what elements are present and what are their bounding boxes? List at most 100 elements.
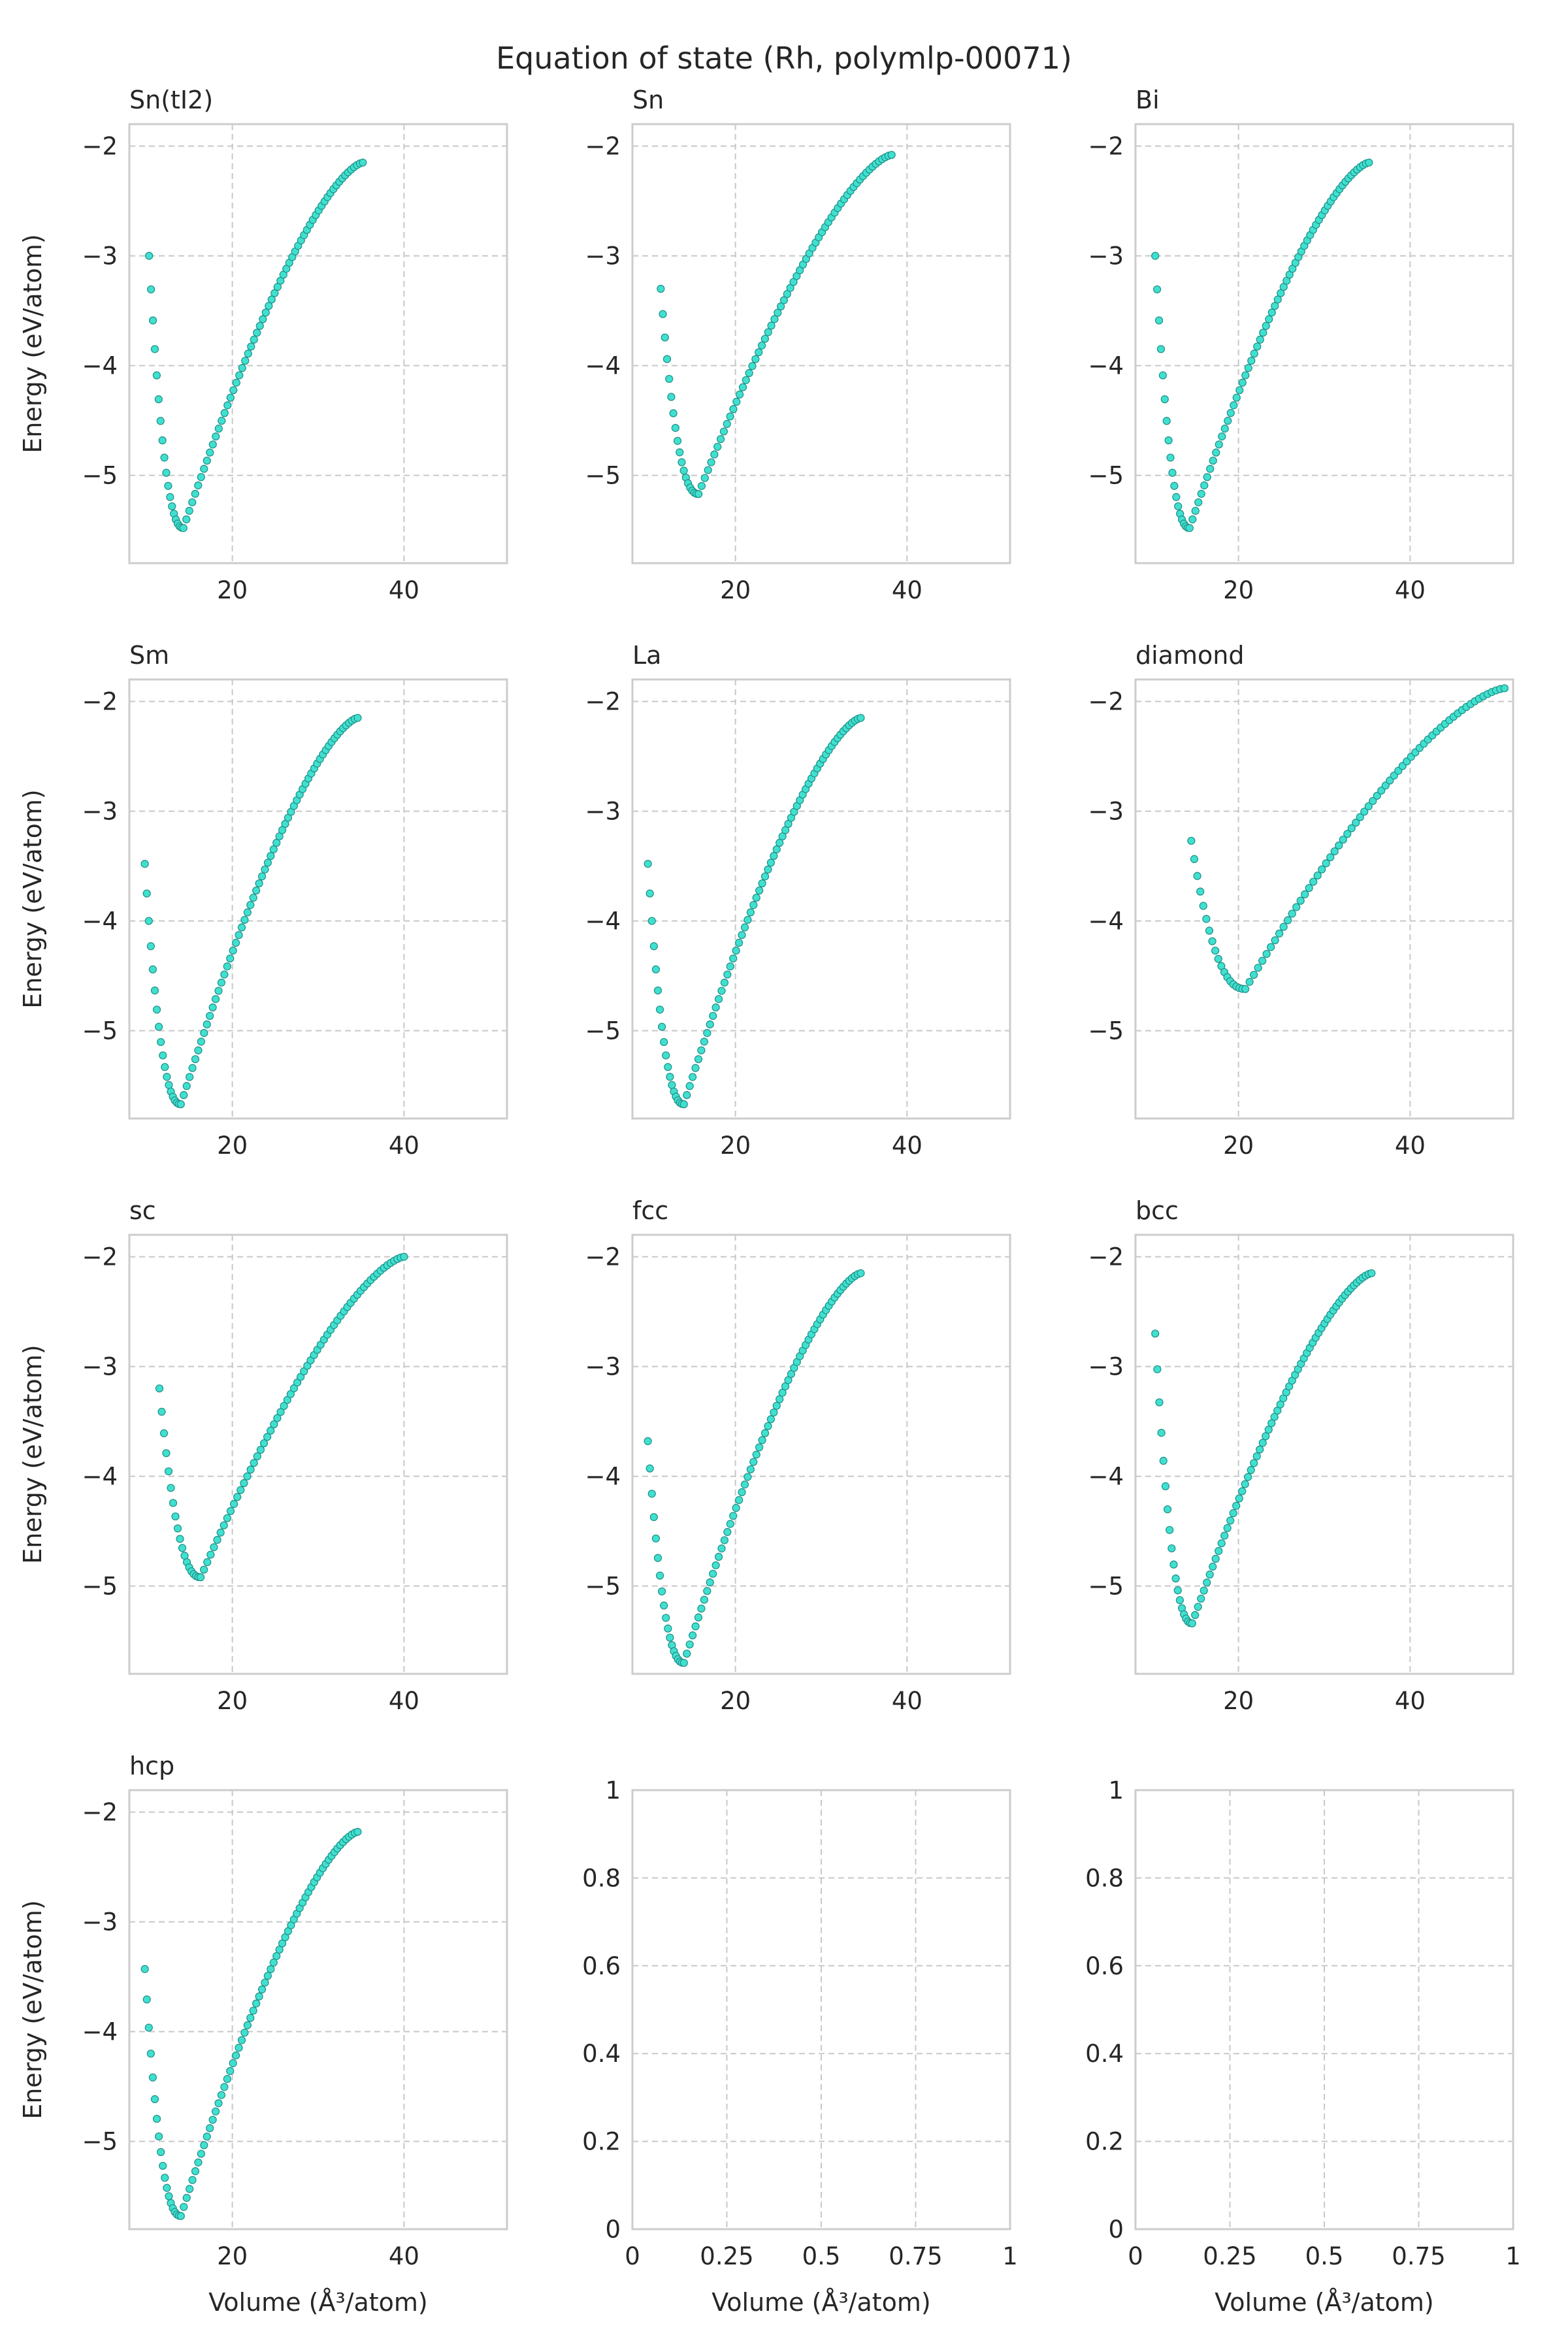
data-point [1205,926,1214,935]
y-tick-label: 0.8 [1085,1864,1124,1892]
y-tick-label: −4 [1088,1463,1124,1491]
data-point [1288,909,1296,918]
data-point [238,364,246,372]
data-point [1347,824,1356,832]
data-point [267,295,276,304]
data-point [280,1401,288,1411]
data-point [178,1544,187,1552]
data-point [247,342,255,351]
axes-frame [1134,678,1514,1120]
data-point [697,482,706,490]
data-point [857,1269,865,1277]
data-point [272,1952,281,1961]
data-point [1160,395,1169,404]
data-point [147,285,155,294]
y-tick-label: 0 [605,2215,621,2244]
data-point [665,374,674,384]
data-point [755,348,763,357]
data-point [276,1408,285,1416]
data-point [661,333,669,342]
data-point [223,962,231,971]
data-point [1262,321,1270,330]
data-point [1271,936,1279,945]
data-point [161,2174,169,2182]
data-point [1226,1516,1235,1525]
data-point [200,1565,208,1574]
y-tick-label: 0.4 [582,2040,621,2068]
data-point [237,2036,246,2044]
x-tick-label: 0.5 [1305,2242,1344,2270]
x-tick-label: 40 [892,1687,923,1715]
data-point [679,1659,688,1667]
data-point [244,350,252,358]
y-tick-label: −2 [1088,1243,1124,1271]
data-point [694,1055,703,1064]
data-point [1254,964,1262,972]
data-point [256,1445,265,1454]
data-point [767,321,776,330]
data-point [1220,1531,1229,1540]
data-point [1232,1501,1241,1510]
data-point [651,1534,661,1543]
data-point [777,302,785,311]
data-point [1267,308,1276,317]
data-point [1187,836,1196,845]
y-tick-label: −2 [585,133,621,161]
data-point [1377,786,1386,795]
subplot-panel: 20 40 −5 −4 −3 −2 Sn(tI2) Energy (eV/atom) [18,86,508,604]
data-point [736,390,744,399]
data-point [1155,1398,1164,1407]
data-point [167,1484,175,1492]
data-point [1151,252,1160,260]
data-point [163,1073,171,1081]
data-point [243,2021,252,2029]
data-point [250,1459,258,1467]
data-point [1279,923,1288,931]
data-point [196,1573,205,1582]
data-point [1322,859,1330,868]
data-point [145,252,154,260]
subplot-panel: 20 40 −5 −4 −3 −2 fcc [585,1196,1011,1715]
data-point [1330,847,1339,856]
data-point [719,427,728,436]
subplot-title: Sn(tI2) [129,86,213,114]
data-point [764,865,772,874]
data-point [1154,316,1164,325]
data-point [237,923,246,932]
data-point [176,1535,184,1543]
x-tick-label: 20 [217,1132,248,1160]
data-point [163,2183,171,2192]
data-point [249,2006,257,2015]
subplot-panel: 20 40 −5 −4 −3 −2 sc Energy (eV/atom) [18,1196,508,1715]
data-point [158,436,167,445]
y-tick-label: −5 [585,462,621,490]
data-point [203,2132,211,2141]
data-point [738,383,747,391]
y-tick-label: −5 [82,2128,118,2156]
y-tick-label: 1 [605,1776,621,1805]
data-point [1191,1610,1200,1620]
data-point [208,1003,217,1012]
data-point [1209,456,1217,465]
data-point [778,1388,787,1397]
data-point [760,1429,770,1437]
data-point [203,1558,212,1567]
data-point [1224,416,1232,425]
data-point [655,1571,664,1580]
data-point [1241,985,1250,993]
data-point [220,2083,229,2091]
data-point [1235,386,1244,395]
data-point [1174,502,1183,511]
data-point [1194,498,1203,506]
x-tick-label: 20 [1223,1687,1254,1715]
data-point [713,442,722,451]
data-point [1259,329,1267,337]
data-point [647,1490,656,1498]
data-point [223,1514,231,1522]
data-point [664,1624,672,1633]
data-point [1211,946,1220,955]
data-point [203,1020,211,1029]
y-axis-label: Energy (eV/atom) [18,789,47,1008]
data-point [1202,915,1211,923]
data-point [144,2023,153,2032]
